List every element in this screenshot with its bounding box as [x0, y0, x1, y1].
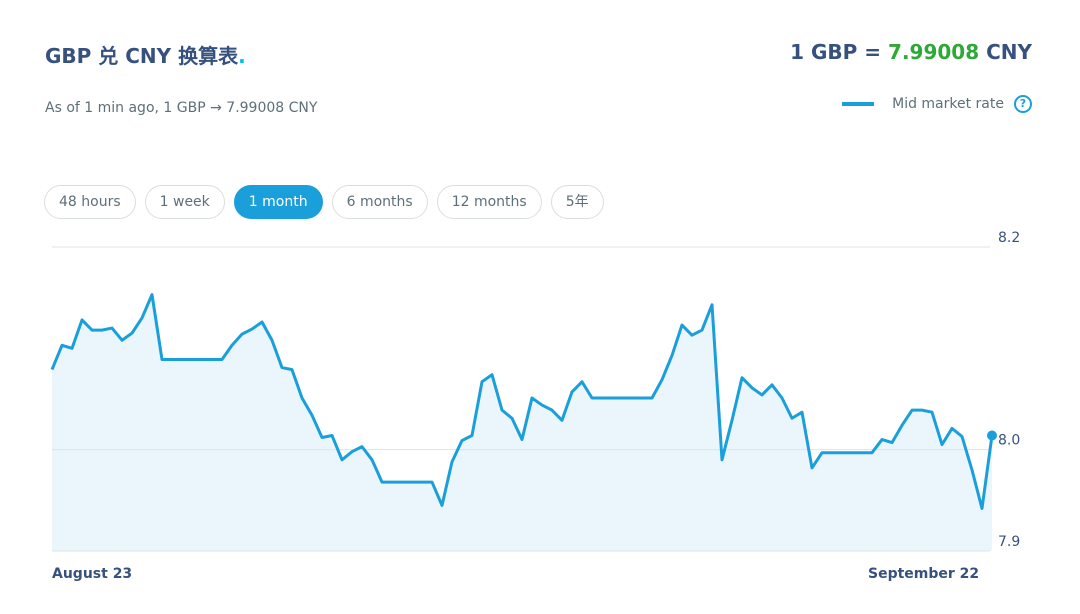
title: GBP 兑 CNY 换算表.	[45, 40, 246, 69]
x-tick-label: September 22	[868, 566, 979, 582]
rate-prefix: 1 GBP =	[790, 40, 882, 64]
y-tick-label: 8.0	[998, 433, 1020, 449]
rate-value: 7.99008	[888, 40, 980, 64]
range-button[interactable]: 1 month	[233, 185, 323, 219]
rate-suffix: CNY	[986, 40, 1032, 64]
range-button[interactable]: 12 months	[436, 185, 542, 219]
range-buttons: 48 hours 1 week 1 month 6 months 12 months 5年	[44, 185, 604, 219]
legend-line	[842, 102, 875, 106]
subtitle: As of 1 min ago, 1 GBP → 7.99008 CNY	[45, 100, 318, 116]
x-tick-label: August 23	[52, 566, 132, 582]
legend-label: Mid market rate	[892, 96, 1004, 112]
help-icon[interactable]: ?	[1014, 95, 1032, 113]
range-button[interactable]: 48 hours	[44, 185, 136, 219]
range-button[interactable]: 6 months	[331, 185, 428, 219]
y-tick-label: 8.2	[998, 230, 1020, 246]
current-point	[987, 430, 997, 441]
y-tick-label: 7.9	[998, 534, 1020, 550]
legend: Mid market rate?	[842, 95, 1032, 113]
range-button[interactable]: 1 week	[144, 185, 225, 219]
range-button[interactable]: 5年	[550, 185, 604, 219]
title-text: GBP 兑 CNY 换算表	[45, 44, 239, 68]
rate: 1 GBP = 7.99008 CNY	[790, 40, 1032, 64]
rate-line	[50, 293, 994, 510]
title-dot: .	[238, 44, 246, 68]
area	[52, 294, 992, 551]
